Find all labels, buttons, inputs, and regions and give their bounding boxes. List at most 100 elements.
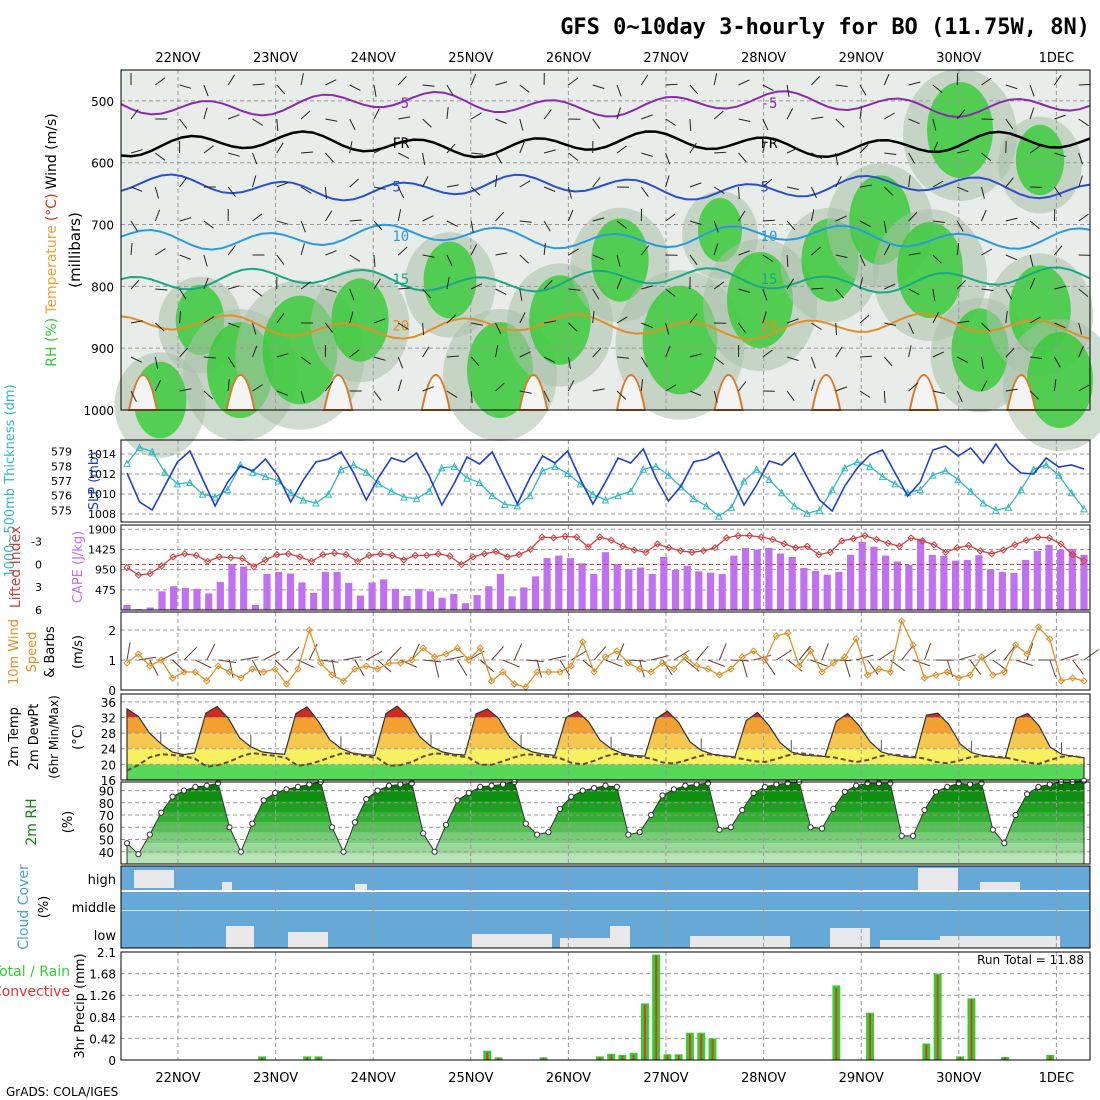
cape-bar xyxy=(718,573,726,610)
lifted-index-point xyxy=(250,563,258,571)
lifted-index-point xyxy=(307,557,316,566)
surface-wind-barb xyxy=(456,659,468,676)
wind-barb xyxy=(859,220,871,228)
wind-barb xyxy=(227,74,236,86)
wind-barb xyxy=(349,288,355,301)
wind-barb xyxy=(932,254,942,264)
wind-barb xyxy=(130,186,143,192)
surface-wind-barb xyxy=(1083,648,1099,661)
wind-barb xyxy=(422,386,434,392)
credit-label: GrADS: COLA/IGES xyxy=(6,1085,118,1099)
lifted-index-point xyxy=(976,547,984,555)
cape-bar xyxy=(753,549,761,610)
wind-speed-point xyxy=(772,632,781,640)
wind-barb xyxy=(373,356,386,361)
humidity-contour-fill xyxy=(1015,124,1065,196)
cape-bar xyxy=(823,574,831,610)
wind-barb xyxy=(981,380,988,392)
wind-speed-point xyxy=(476,644,484,652)
lifted-index-point xyxy=(376,550,385,558)
rh-point xyxy=(579,787,586,794)
wind-barb xyxy=(786,186,799,190)
convective-bar xyxy=(497,1057,500,1060)
thickness-tick-label: 575 xyxy=(51,504,72,517)
thickness-point xyxy=(349,460,358,469)
wind-barb xyxy=(446,390,458,398)
thickness-point xyxy=(223,485,232,494)
rh-band xyxy=(127,801,1084,812)
thickness-point xyxy=(437,463,446,472)
rh-band xyxy=(127,832,1084,844)
wind-barb xyxy=(884,112,895,120)
rh-point xyxy=(465,789,472,797)
thickness-point xyxy=(752,465,761,473)
wind-barb xyxy=(689,84,699,95)
wind-barb xyxy=(543,279,553,290)
wind-speed-point xyxy=(624,659,632,667)
lifted-index-point xyxy=(895,542,904,550)
surface-wind-barb xyxy=(605,659,623,668)
wind-speed-point xyxy=(408,656,416,664)
cape-bar xyxy=(158,591,166,610)
lifted-index-point xyxy=(319,550,327,559)
wind-barb xyxy=(519,118,524,131)
lifted-index-point xyxy=(642,548,650,557)
surface-heating-plume xyxy=(1006,374,1037,411)
wind-barb xyxy=(325,152,334,163)
wind-barb xyxy=(932,312,939,324)
rh-point xyxy=(180,787,188,794)
wind-barb xyxy=(446,254,453,267)
wind-barb xyxy=(228,285,240,290)
cloud-block xyxy=(940,936,1060,948)
surface-wind-barb xyxy=(776,649,792,661)
wind-barb xyxy=(228,152,240,157)
axis-label-part: RH (%) xyxy=(44,318,60,367)
thickness-point xyxy=(249,468,257,476)
wind-barb xyxy=(810,186,817,199)
surface-wind-barb xyxy=(388,646,402,661)
lifted-index-point xyxy=(688,548,696,557)
lifted-index-point xyxy=(999,546,1007,554)
cape-bar xyxy=(847,554,855,611)
humidity-contour-fill xyxy=(698,198,742,262)
thickness-point xyxy=(563,469,572,478)
cape-bar xyxy=(543,558,551,610)
wind-barb xyxy=(398,116,411,120)
wind-speed-point xyxy=(271,665,279,673)
wind-tick-label: 2 xyxy=(108,624,116,638)
lifted-index-point xyxy=(146,569,154,578)
wind-barb xyxy=(640,186,649,197)
isotherm-line xyxy=(120,90,1091,119)
lifted-index-point xyxy=(330,549,339,557)
thickness-point xyxy=(891,479,899,488)
rh-point xyxy=(887,780,894,787)
wind-barb xyxy=(883,186,894,196)
surface-wind-barb xyxy=(616,643,625,661)
isotherm-label: 5 xyxy=(761,179,769,195)
wind-barb xyxy=(227,356,236,368)
surface-wind-barb xyxy=(650,655,669,661)
isotherm-label: FR xyxy=(392,136,409,152)
top-date-label: 1DEC xyxy=(1039,51,1075,66)
lifted-index-point xyxy=(826,548,835,557)
thickness-point xyxy=(286,488,295,497)
cape-bar xyxy=(730,555,738,610)
wind-barb xyxy=(811,322,822,330)
rh-point xyxy=(636,829,643,836)
lifted-index-point xyxy=(411,551,419,560)
lifted-index-point xyxy=(227,553,235,562)
wind-barb xyxy=(252,213,263,222)
wind-barb xyxy=(543,220,551,232)
surface-wind-barb xyxy=(741,659,748,678)
wind-barb xyxy=(1005,118,1014,130)
rh-point xyxy=(545,829,552,836)
isotherm-line xyxy=(120,312,1091,341)
wind-barb xyxy=(154,356,159,369)
rh-point xyxy=(123,840,131,847)
thickness-point xyxy=(966,487,975,495)
wind-barb xyxy=(154,209,161,222)
wind-barb xyxy=(932,141,939,154)
wind-barb xyxy=(519,390,532,394)
wind-speed-point xyxy=(1034,623,1043,631)
wind-barb xyxy=(835,176,842,188)
